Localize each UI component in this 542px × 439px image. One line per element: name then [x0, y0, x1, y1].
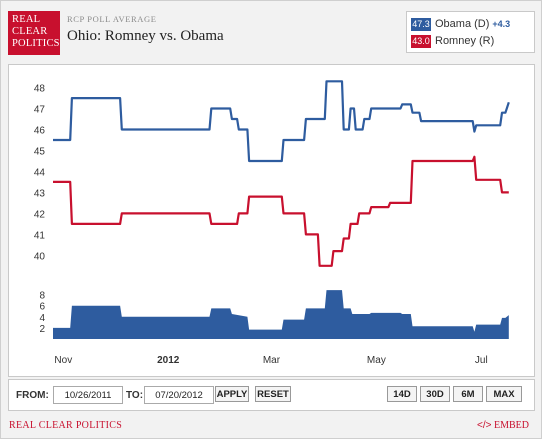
kicker-label: RCP POLL AVERAGE	[67, 14, 157, 24]
spread-tick-label: 4	[39, 313, 45, 324]
spread-tick-label: 6	[39, 302, 45, 313]
legend-name-romney: Romney (R)	[435, 35, 495, 47]
range-30d-button[interactable]: 30D	[420, 386, 450, 402]
to-date-input[interactable]	[144, 386, 214, 404]
embed-link[interactable]: </> EMBED	[477, 420, 529, 431]
legend-value-romney: 43.0	[411, 34, 431, 48]
embed-code-icon: </>	[477, 420, 492, 431]
rcp-logo[interactable]: REAL CLEAR POLITICS	[8, 11, 60, 55]
from-date-input[interactable]	[53, 386, 123, 404]
x-tick-label: Nov	[54, 355, 72, 366]
range-6m-button[interactable]: 6M	[453, 386, 483, 402]
logo-line-2: CLEAR	[12, 26, 48, 37]
y-tick-label: 43	[34, 188, 46, 199]
series-line-romney	[53, 155, 509, 267]
range-14d-button[interactable]: 14D	[387, 386, 417, 402]
legend-item-obama: 47.3 Obama (D) +4.3	[411, 17, 510, 31]
legend-value-obama: 47.3	[411, 17, 431, 31]
y-tick-label: 46	[34, 126, 46, 137]
x-tick-label: 2012	[157, 355, 180, 366]
series-line-obama	[53, 80, 510, 163]
footer-rcp-link[interactable]: REAL CLEAR POLITICS	[9, 420, 123, 431]
to-label: TO:	[126, 390, 144, 401]
y-tick-label: 42	[34, 209, 46, 220]
legend-name-obama: Obama (D)	[435, 18, 490, 30]
spread-tick-label: 2	[39, 324, 45, 335]
logo-line-3: POLITICS	[12, 38, 60, 49]
x-tick-label: Mar	[263, 355, 281, 366]
y-tick-label: 44	[34, 167, 46, 178]
spread-area	[53, 290, 509, 339]
page-title: Ohio: Romney vs. Obama	[67, 28, 224, 44]
x-tick-label: Jul	[475, 355, 488, 366]
y-tick-label: 47	[34, 105, 46, 116]
legend-delta-obama: +4.3	[492, 19, 511, 29]
logo-line-1: REAL	[12, 14, 41, 25]
embed-label: EMBED	[494, 420, 529, 431]
legend-item-romney: 43.0 Romney (R)	[411, 34, 494, 48]
legend: 47.3 Obama (D) +4.3 43.0 Romney (R)	[406, 11, 535, 53]
y-tick-label: 48	[34, 84, 46, 95]
y-tick-label: 41	[34, 230, 46, 241]
from-label: FROM:	[16, 390, 49, 401]
date-range-controls: FROM: TO: APPLY RESET 14D 30D 6M MAX	[8, 379, 535, 411]
x-tick-label: May	[367, 355, 386, 366]
range-max-button[interactable]: MAX	[486, 386, 522, 402]
spread-tick-label: 8	[39, 291, 45, 302]
y-tick-label: 45	[34, 146, 46, 157]
y-tick-label: 40	[34, 251, 46, 262]
reset-button[interactable]: RESET	[255, 386, 291, 402]
apply-button[interactable]: APPLY	[215, 386, 249, 402]
